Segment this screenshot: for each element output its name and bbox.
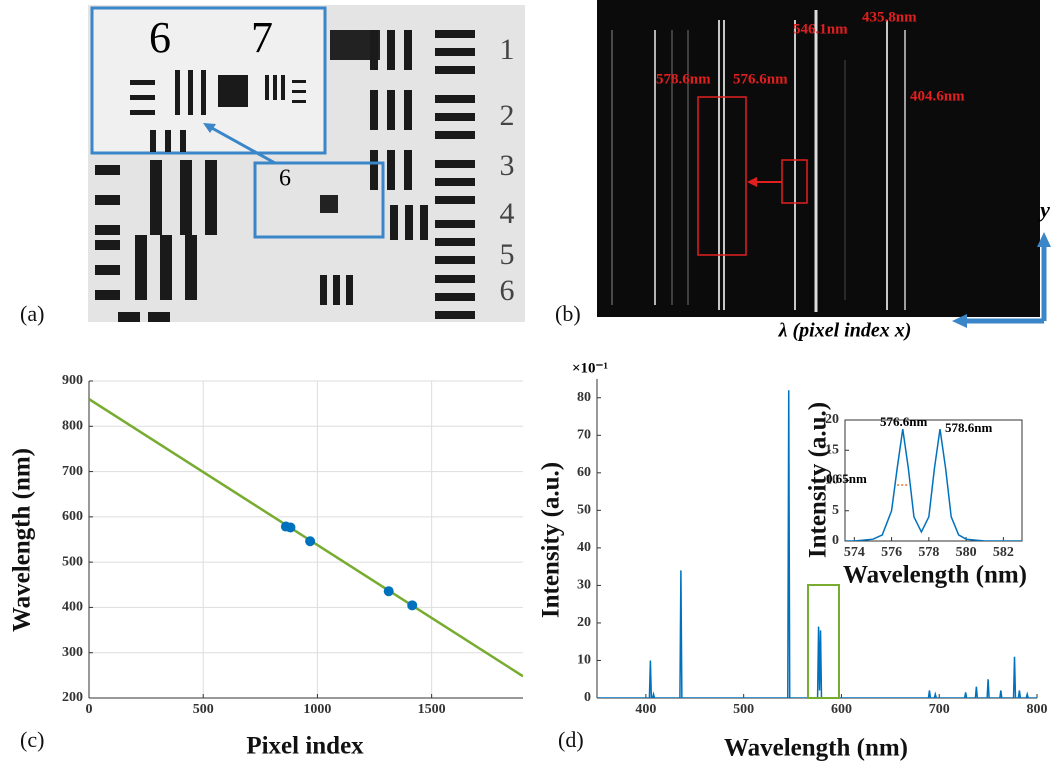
column-digit: 4 (500, 197, 515, 230)
y-tick-label: 70 (577, 428, 591, 443)
zoom-arrow (209, 125, 276, 165)
x-tick-label: 700 (929, 702, 950, 717)
y-tick-label: 40 (577, 540, 591, 555)
spectrum-image (597, 0, 1040, 317)
y-tick-label: 10 (577, 653, 591, 668)
y-tick-label: 400 (62, 600, 83, 615)
charts: 0 500 1000 1500200300400500600700800900Pixe… (9, 360, 1048, 761)
column-digit: 1 (500, 33, 515, 66)
x-tick-label: 580 (956, 545, 977, 560)
x-tick-label: 1000 (303, 702, 331, 717)
data-point (285, 522, 296, 533)
x-axis-label: Wavelength (nm) (843, 562, 1027, 589)
y-tick-label: 10 (825, 473, 839, 488)
y-tick-label: 0 (832, 533, 839, 548)
annotation: 0.65nm (826, 471, 867, 486)
bars (95, 30, 475, 322)
y-tick-label: 15 (825, 442, 839, 457)
data-line (845, 428, 1022, 541)
line-annotation: 435.8nm (862, 9, 917, 25)
y-tick-label: 0 (584, 690, 591, 705)
y-tick-label: 50 (577, 503, 591, 518)
panel-label: (a) (20, 301, 44, 326)
line-annotation: 404.6nm (910, 88, 965, 104)
y-tick-label: 200 (62, 690, 83, 705)
data-point (305, 536, 316, 547)
y-tick-label: 700 (62, 464, 83, 479)
panel-label: (d) (558, 727, 584, 752)
line-annotation: 576.6nm (733, 71, 788, 87)
column-digit: 5 (500, 238, 515, 271)
spectral-lines (611, 10, 906, 312)
annotation: 576.6nm (880, 414, 927, 429)
x-tick-label: 582 (993, 545, 1014, 560)
arrow-head (747, 177, 757, 187)
line-annotation: 546.1nm (793, 21, 848, 37)
x-tick-label: 500 (193, 702, 214, 717)
x-tick-label: 0 (86, 702, 93, 717)
data-point (407, 600, 418, 611)
inset-bars (130, 70, 306, 152)
x-tick-label: 574 (844, 545, 865, 560)
y-tick-label: 20 (825, 412, 839, 427)
y-tick-label: 900 (62, 373, 83, 388)
arrow-head (203, 123, 216, 133)
column-digit: 2 (500, 99, 515, 132)
x-tick-label: 576 (881, 545, 902, 560)
y-tick-label: 600 (62, 509, 83, 524)
panel-a: 6 7 6 1 2 3 4 5 6 (a) (20, 5, 525, 326)
y-axis-label: y (1037, 197, 1050, 222)
y-tick-label: 5 (832, 503, 839, 518)
zoom-box (807, 584, 840, 699)
axis-arrows (965, 245, 1047, 324)
x-tick-label: 1500 (418, 702, 446, 717)
box-digit: 6 (279, 166, 291, 192)
inset-digit: 7 (251, 13, 273, 62)
column-digits: 1 2 3 4 5 6 (500, 33, 515, 307)
x-tick-label: 500 (733, 702, 754, 717)
y-tick-label: 500 (62, 554, 83, 569)
zoom-box (697, 96, 747, 256)
x-tick-label: 800 (1027, 702, 1048, 717)
annotation: 578.6nm (945, 420, 992, 435)
x-tick-label: 400 (635, 702, 656, 717)
y-axis-label: Wavelength (nm) (9, 448, 36, 632)
data-line (597, 390, 1037, 698)
inset-digit: 6 (149, 13, 171, 62)
column-digit: 3 (500, 149, 515, 182)
bar (320, 195, 338, 213)
panel-label: (c) (20, 727, 44, 752)
panel-label: (b) (555, 301, 581, 326)
x-axis-label: λ (pixel index x) (778, 320, 912, 342)
data-point (383, 586, 394, 597)
y-tick-label: 30 (577, 578, 591, 593)
y-tick-label: 60 (577, 465, 591, 480)
data-line (89, 398, 523, 678)
y-tick-label: 80 (577, 390, 591, 405)
line-annotation: 578.6nm (656, 71, 711, 87)
zoom-box (253, 161, 385, 239)
x-tick-label: 578 (918, 545, 939, 560)
x-axis-label: Pixel index (246, 733, 364, 760)
arrow-head (1037, 232, 1051, 247)
column-digit: 6 (500, 274, 515, 307)
y-axis-label: Intensity (a.u.) (805, 402, 832, 558)
x-axis-label: Wavelength (nm) (724, 735, 908, 762)
y-tick-label: 20 (577, 615, 591, 630)
y-tick-label: 300 (62, 645, 83, 660)
x-tick-label: 600 (831, 702, 852, 717)
panel-b: 578.6nm 576.6nm 546.1nm 435.8nm 404.6nm … (555, 0, 1051, 342)
y-axis-label: Intensity (a.u.) (538, 462, 565, 618)
scale-label: ×10⁻¹ (572, 360, 608, 376)
zoom-inset (90, 6, 327, 155)
y-tick-label: 800 (62, 419, 83, 434)
arrow-head (952, 314, 967, 328)
